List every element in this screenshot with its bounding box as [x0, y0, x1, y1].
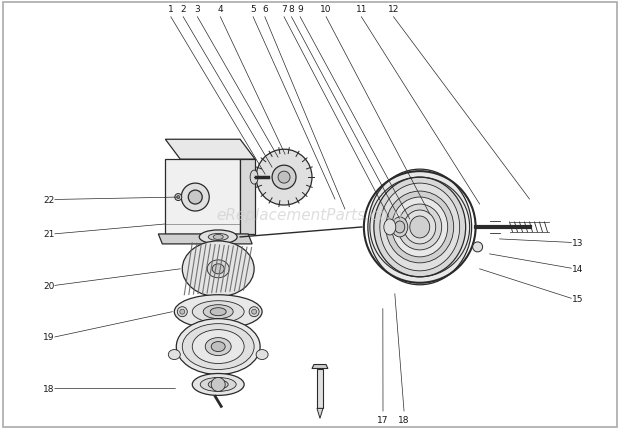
Ellipse shape [182, 324, 254, 370]
Ellipse shape [386, 192, 454, 263]
Text: 18: 18 [43, 384, 55, 393]
Circle shape [180, 310, 185, 314]
Text: 8: 8 [288, 5, 294, 14]
Text: 5: 5 [250, 5, 256, 14]
Polygon shape [317, 369, 323, 408]
Polygon shape [312, 365, 328, 369]
Circle shape [175, 194, 182, 201]
Ellipse shape [192, 330, 244, 364]
Circle shape [234, 310, 239, 314]
Ellipse shape [384, 219, 396, 235]
Ellipse shape [182, 241, 254, 297]
Text: 20: 20 [43, 281, 55, 290]
Ellipse shape [211, 342, 225, 352]
Ellipse shape [200, 378, 236, 392]
Ellipse shape [256, 350, 268, 359]
Circle shape [256, 150, 312, 206]
Polygon shape [158, 234, 252, 244]
Ellipse shape [380, 184, 459, 271]
Circle shape [231, 307, 241, 317]
Ellipse shape [205, 338, 231, 356]
Text: 11: 11 [356, 5, 367, 14]
Polygon shape [166, 160, 240, 234]
Ellipse shape [213, 235, 223, 240]
Ellipse shape [208, 234, 228, 241]
Circle shape [278, 172, 290, 184]
Text: 2: 2 [180, 5, 186, 14]
Circle shape [177, 196, 180, 199]
Ellipse shape [374, 178, 466, 277]
Circle shape [472, 243, 482, 252]
Text: 1: 1 [168, 5, 174, 14]
Text: eReplacementParts.com: eReplacementParts.com [216, 208, 404, 222]
Text: 15: 15 [572, 294, 583, 303]
Ellipse shape [174, 295, 262, 329]
Ellipse shape [192, 374, 244, 396]
Text: 21: 21 [43, 230, 55, 239]
Ellipse shape [392, 198, 448, 257]
Circle shape [211, 378, 225, 392]
Ellipse shape [208, 380, 228, 389]
Ellipse shape [168, 350, 180, 359]
Text: 6: 6 [262, 5, 268, 14]
Text: 17: 17 [377, 415, 389, 424]
Ellipse shape [410, 216, 430, 238]
Text: 22: 22 [43, 196, 54, 205]
Polygon shape [240, 160, 255, 234]
Text: 10: 10 [321, 5, 332, 14]
Text: 3: 3 [195, 5, 200, 14]
Circle shape [252, 310, 257, 314]
Ellipse shape [368, 170, 472, 285]
Ellipse shape [203, 305, 233, 319]
Text: 12: 12 [388, 5, 399, 14]
Ellipse shape [398, 205, 441, 250]
Polygon shape [166, 140, 255, 160]
Circle shape [272, 166, 296, 190]
Text: 18: 18 [398, 415, 410, 424]
Ellipse shape [199, 230, 237, 244]
Ellipse shape [395, 221, 405, 233]
Text: 7: 7 [281, 5, 287, 14]
Circle shape [188, 190, 202, 205]
Ellipse shape [212, 264, 224, 274]
Polygon shape [317, 408, 323, 418]
Text: 19: 19 [43, 333, 55, 342]
Ellipse shape [210, 308, 226, 316]
Ellipse shape [207, 260, 229, 278]
Ellipse shape [250, 171, 258, 184]
Ellipse shape [404, 211, 436, 244]
Circle shape [177, 307, 187, 317]
Circle shape [181, 184, 209, 212]
Circle shape [195, 307, 205, 317]
Circle shape [198, 310, 203, 314]
Text: 14: 14 [572, 264, 583, 273]
Circle shape [249, 307, 259, 317]
Text: 13: 13 [572, 238, 583, 247]
Ellipse shape [176, 319, 260, 375]
Text: 4: 4 [218, 5, 223, 14]
Ellipse shape [392, 218, 408, 237]
Ellipse shape [192, 301, 244, 323]
Text: 9: 9 [297, 5, 303, 14]
